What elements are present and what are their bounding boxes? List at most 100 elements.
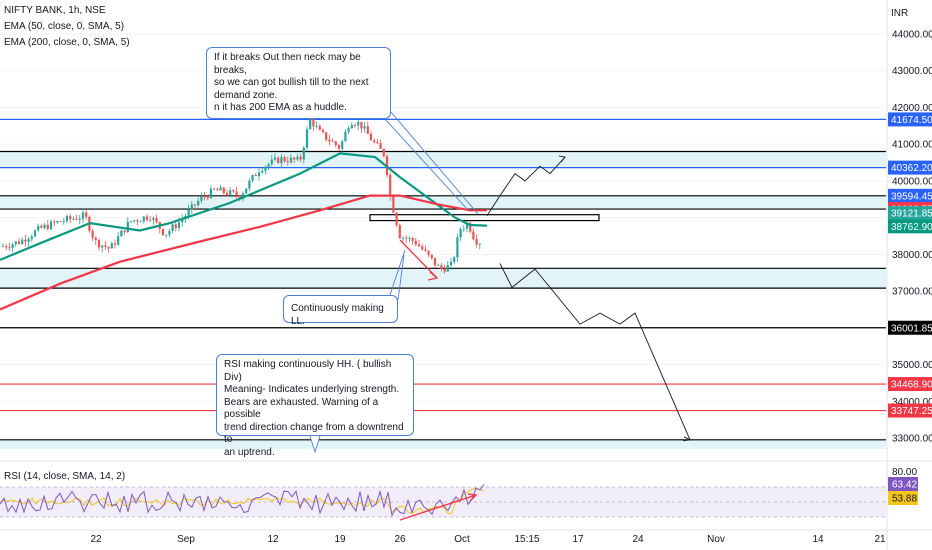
candle-body <box>187 209 190 217</box>
price-tick-label: 35000.00 <box>892 360 932 371</box>
candle-body <box>286 161 289 163</box>
time-tick-label: 12 <box>267 534 279 545</box>
candle-body <box>171 224 174 231</box>
candle-body <box>126 221 129 233</box>
candle-body <box>75 218 78 220</box>
annotation-breakout[interactable]: If it breaks Out then neck may be breaks… <box>206 47 391 119</box>
candle-body <box>24 239 27 242</box>
candle-body <box>206 196 209 199</box>
price-badge[interactable] <box>888 160 932 175</box>
candle-body <box>283 157 286 162</box>
candle-body <box>373 140 376 143</box>
time-tick-label: 22 <box>90 534 102 545</box>
ema50-legend[interactable]: EMA (50, close, 0, SMA, 5) <box>4 21 125 32</box>
price-tick-label: 40000.00 <box>892 176 932 187</box>
ema200-legend[interactable]: EMA (200, close, 0, SMA, 5) <box>4 37 130 48</box>
candle-body <box>219 187 222 191</box>
price-badge[interactable] <box>888 112 932 127</box>
candle-body <box>8 247 11 249</box>
candle-body <box>318 126 321 130</box>
candle-body <box>337 145 341 149</box>
candle-body <box>408 238 411 239</box>
candle-body <box>331 141 334 143</box>
price-tick-label: 38000.00 <box>892 250 932 261</box>
candle-body <box>350 124 353 129</box>
symbol-title[interactable]: NIFTY BANK, 1h, NSE <box>4 5 106 16</box>
price-badge[interactable] <box>888 320 932 335</box>
candle-body <box>222 187 225 193</box>
bullish-projection-path[interactable] <box>486 156 566 217</box>
candle-body <box>353 124 357 126</box>
candle-body <box>30 236 33 240</box>
price-badge[interactable] <box>888 403 932 418</box>
lower-low-arrow[interactable] <box>399 239 439 281</box>
neckline-box[interactable] <box>369 214 600 222</box>
price-badge-label: 38762.90 <box>891 222 932 233</box>
annotation-lower-lows[interactable]: Continuously making LL. <box>283 295 398 327</box>
ema-200-line[interactable] <box>0 194 487 311</box>
candle-body <box>299 156 302 160</box>
candle-body <box>33 230 37 237</box>
candle-body <box>46 224 49 230</box>
candle-body <box>478 244 481 246</box>
rsi-divergence-arrow[interactable] <box>399 493 478 521</box>
rsi-tick-label: 80.00 <box>892 467 917 478</box>
arrow-head <box>558 155 566 163</box>
candle-body <box>459 228 462 238</box>
rsi-badge-label: 53.88 <box>892 494 917 505</box>
candle-body <box>344 131 347 142</box>
candle-body <box>129 221 133 222</box>
demand-zone <box>0 151 886 168</box>
candle-body <box>270 159 273 165</box>
candle-body <box>411 238 414 241</box>
candle-body <box>421 246 424 250</box>
candle-body <box>261 170 264 173</box>
candle-body <box>417 244 421 247</box>
price-badge[interactable] <box>888 377 932 392</box>
candle-body <box>5 246 8 248</box>
rsi-legend[interactable]: RSI (14, close, SMA, 14, 2) <box>4 471 126 482</box>
candle-body <box>462 228 465 230</box>
candle-body <box>136 220 139 222</box>
price-badge[interactable] <box>888 188 932 203</box>
price-badge[interactable] <box>888 219 932 234</box>
candle-body <box>213 188 216 190</box>
candle-body <box>430 254 433 258</box>
ema-50-line[interactable] <box>0 152 488 261</box>
candle-body <box>315 126 318 127</box>
candle-body <box>440 265 443 269</box>
candle-body <box>145 216 149 220</box>
time-tick-label: 24 <box>632 534 644 545</box>
candle-body <box>273 157 277 160</box>
candle-body <box>248 180 251 189</box>
candle-body <box>174 224 177 228</box>
price-badge-label: 41674.50 <box>891 115 932 126</box>
candle-body <box>405 237 408 239</box>
bearish-projection-path[interactable] <box>499 263 691 440</box>
candle-body <box>232 190 235 192</box>
candle-body <box>139 221 142 223</box>
candle-body <box>475 239 478 245</box>
candle-body <box>235 191 238 196</box>
rsi-badge[interactable] <box>888 477 918 491</box>
price-badge[interactable] <box>888 206 932 221</box>
candle-body <box>209 188 213 199</box>
rsi-badge[interactable] <box>888 491 918 505</box>
candle-body <box>142 216 145 222</box>
candle-body <box>277 157 280 164</box>
candle-body <box>120 230 123 237</box>
candle-body <box>149 219 152 221</box>
candle-body <box>193 204 197 206</box>
candle-body <box>382 148 385 156</box>
candle-body <box>181 219 184 223</box>
rsi-ma-line[interactable] <box>0 487 485 515</box>
candle-body <box>328 139 331 142</box>
candle-body <box>85 212 88 217</box>
candle-body <box>81 212 85 219</box>
rsi-line[interactable] <box>0 484 485 517</box>
candle-body <box>312 117 315 127</box>
candle-body <box>200 196 203 201</box>
candle-body <box>17 241 21 244</box>
annotation-rsi-divergence[interactable]: RSI making continuously HH. ( bullish Di… <box>216 354 414 458</box>
